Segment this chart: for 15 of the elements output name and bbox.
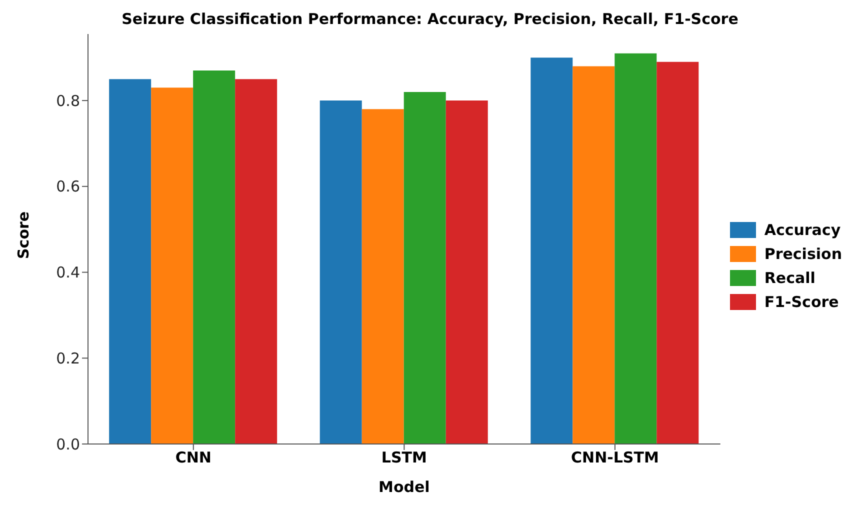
y-tick-label: 0.4 [56, 264, 80, 282]
x-tick-label: CNN [175, 448, 212, 467]
chart-title: Seizure Classification Performance: Accuracy, Precision, Recall, F1-Score [120, 9, 740, 30]
legend-label: Recall [764, 269, 816, 287]
y-tick-label: 0.8 [56, 92, 80, 110]
x-tick-label: CNN-LSTM [571, 448, 659, 467]
y-axis-title: Score [14, 211, 32, 259]
legend-label: F1-Score [764, 293, 839, 311]
legend-label: Accuracy [764, 221, 841, 239]
y-tick-label: 0.2 [56, 349, 80, 368]
x-tick-label: LSTM [381, 448, 427, 467]
legend-label: Precision [764, 245, 842, 263]
x-axis-title: Model [378, 478, 430, 496]
y-tick-label: 0.6 [56, 178, 80, 196]
y-tick-label: 0.0 [56, 435, 80, 454]
